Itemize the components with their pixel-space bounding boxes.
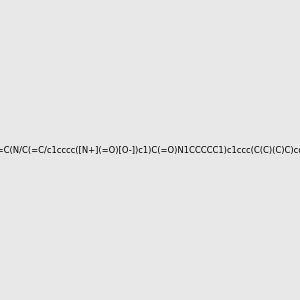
Text: O=C(N/C(=C/c1cccc([N+](=O)[O-])c1)C(=O)N1CCCCC1)c1ccc(C(C)(C)C)cc1: O=C(N/C(=C/c1cccc([N+](=O)[O-])c1)C(=O)N…	[0, 146, 300, 154]
